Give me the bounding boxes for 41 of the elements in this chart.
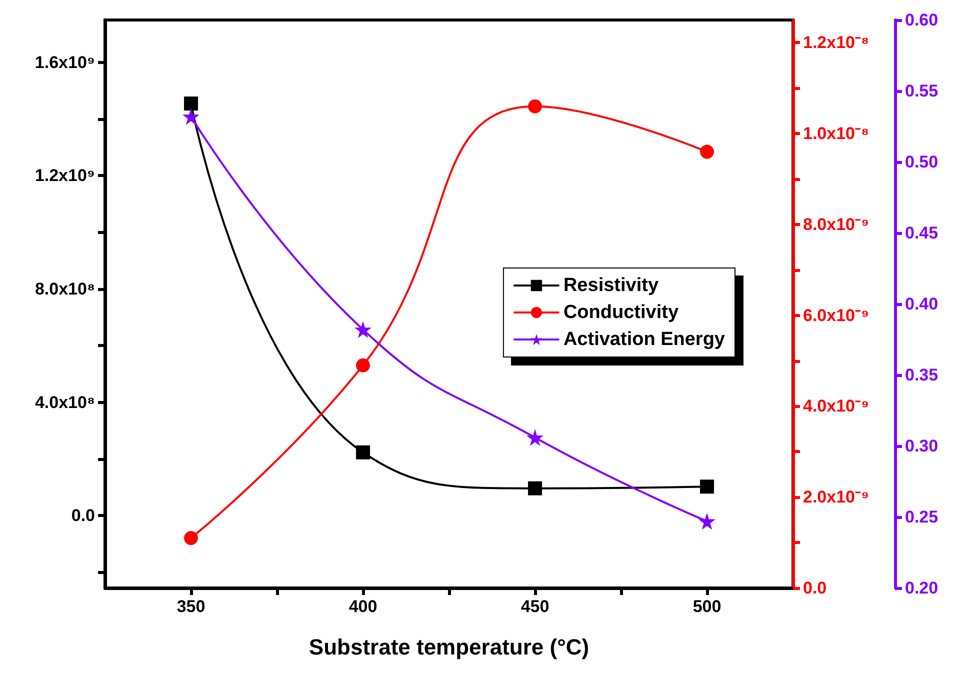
point	[356, 445, 370, 460]
y2-tick-label: 0.0	[803, 578, 827, 598]
y-tick-label: 8.0x10⁸	[34, 279, 95, 298]
point	[700, 480, 714, 494]
point	[528, 481, 542, 496]
point	[356, 358, 370, 372]
x-axis-title: Substrate temperature (°C)	[308, 634, 590, 660]
y2-tick-label: 4.0x10⁻⁹	[803, 396, 870, 416]
y-tick-label: 1.2x10⁹	[34, 166, 95, 186]
point	[184, 531, 198, 546]
point	[528, 99, 542, 114]
y3-tick-label: 0.55	[905, 82, 938, 100]
legend-label: Conductivity	[563, 302, 679, 323]
y3-tick-label: 0.60	[905, 10, 938, 30]
point	[182, 108, 200, 126]
legend-label: Resistivity	[563, 275, 659, 296]
y3-tick-label: 0.25	[905, 508, 938, 526]
x-tick-label: 400	[348, 597, 378, 616]
y3-tick-label: 0.50	[905, 152, 938, 172]
point	[184, 96, 198, 111]
legend-label: Activation Energy	[563, 329, 726, 350]
y2-tick-label: 8.0x10⁻⁹	[803, 214, 870, 234]
x-tick-label: 450	[520, 597, 550, 616]
x-tick-label: 350	[176, 597, 206, 616]
y2-tick-label: 1.2x10⁻⁸	[803, 33, 870, 52]
y3-tick-label: 0.35	[905, 366, 938, 384]
y2-tick-label: 6.0x10⁻⁹	[803, 306, 870, 325]
y2-tick-label: 2.0x10⁻⁹	[803, 488, 870, 507]
x-tick-label: 500	[692, 597, 722, 616]
y3-tick-label: 0.20	[905, 578, 938, 598]
y-tick-label: 1.6x10⁹	[34, 52, 95, 72]
y3-tick-label: 0.30	[905, 436, 938, 456]
y-tick-label: 4.0x10⁸	[34, 392, 95, 412]
y-tick-label: 0.0	[71, 506, 95, 526]
point	[698, 512, 716, 530]
point	[354, 321, 372, 338]
point	[526, 428, 544, 446]
y3-tick-label: 0.40	[905, 294, 938, 314]
y2-tick-label: 1.0x10⁻⁸	[803, 124, 870, 144]
point	[700, 144, 714, 159]
y3-tick-label: 0.45	[905, 224, 938, 242]
